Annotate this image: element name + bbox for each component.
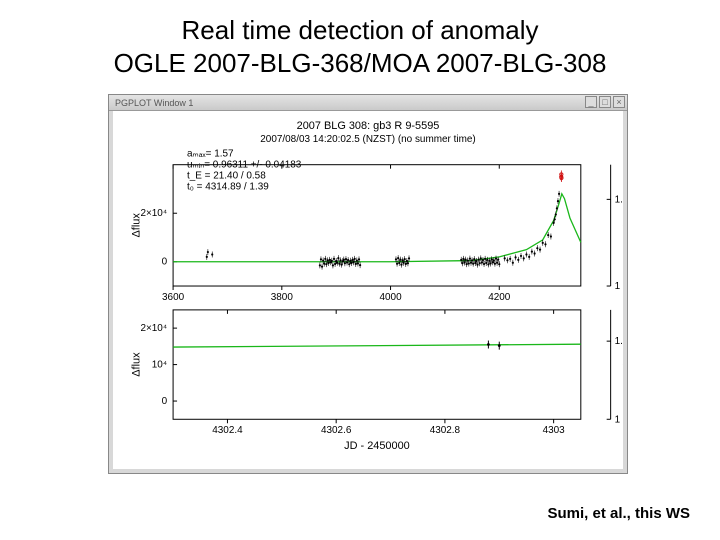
svg-text:Δflux: Δflux [130, 352, 142, 377]
svg-text:4303: 4303 [543, 425, 566, 436]
svg-text:1: 1 [615, 281, 621, 292]
svg-text:3800: 3800 [271, 292, 294, 303]
svg-text:2×10⁴: 2×10⁴ [140, 208, 167, 219]
plot-canvas: 2007 BLG 308: gb3 R 9-5595 2007/08/03 14:… [113, 111, 623, 469]
svg-text:0: 0 [162, 396, 168, 407]
svg-text:JD - 2450000: JD - 2450000 [344, 440, 410, 452]
title-line-2: OGLE 2007-BLG-368/MOA 2007-BLG-308 [114, 48, 607, 78]
svg-text:1: 1 [615, 414, 621, 425]
svg-text:1.5: 1.5 [615, 336, 623, 347]
svg-text:4302.8: 4302.8 [430, 425, 461, 436]
svg-text:0: 0 [162, 257, 168, 268]
svg-text:2007/08/03 14:20:02.5 (NZST) (: 2007/08/03 14:20:02.5 (NZST) (no summer … [260, 134, 475, 145]
window-titlebar: PGPLOT Window 1 _ □ × [109, 95, 627, 111]
svg-text:aₘₐₓ= 1.57: aₘₐₓ= 1.57 [187, 149, 234, 160]
credit-text: Sumi, et al., this WS [547, 505, 690, 522]
svg-text:t₀ = 4314.89 / 1.39: t₀ = 4314.89 / 1.39 [187, 182, 269, 193]
svg-text:4200: 4200 [488, 292, 511, 303]
slide-title: Real time detection of anomaly OGLE 2007… [0, 0, 720, 79]
svg-text:4000: 4000 [379, 292, 402, 303]
svg-text:2×10⁴: 2×10⁴ [140, 323, 167, 334]
plot-window: PGPLOT Window 1 _ □ × 2007 BLG 308: gb3 … [108, 94, 628, 474]
title-line-1: Real time detection of anomaly [182, 15, 539, 45]
close-icon[interactable]: × [613, 96, 625, 108]
svg-text:t_E = 21.40 / 0.58: t_E = 21.40 / 0.58 [187, 171, 266, 182]
svg-text:4302.4: 4302.4 [212, 425, 243, 436]
svg-text:10⁴: 10⁴ [152, 360, 167, 371]
svg-text:4302.6: 4302.6 [321, 425, 352, 436]
svg-text:Δflux: Δflux [130, 213, 142, 238]
svg-text:3600: 3600 [162, 292, 185, 303]
svg-text:1.5: 1.5 [615, 194, 623, 205]
svg-text:2007 BLG 308: gb3 R 9-5595: 2007 BLG 308: gb3 R 9-5595 [297, 120, 440, 132]
minimize-icon[interactable]: _ [585, 96, 597, 108]
maximize-icon[interactable]: □ [599, 96, 611, 108]
window-title: PGPLOT Window 1 [115, 98, 193, 108]
